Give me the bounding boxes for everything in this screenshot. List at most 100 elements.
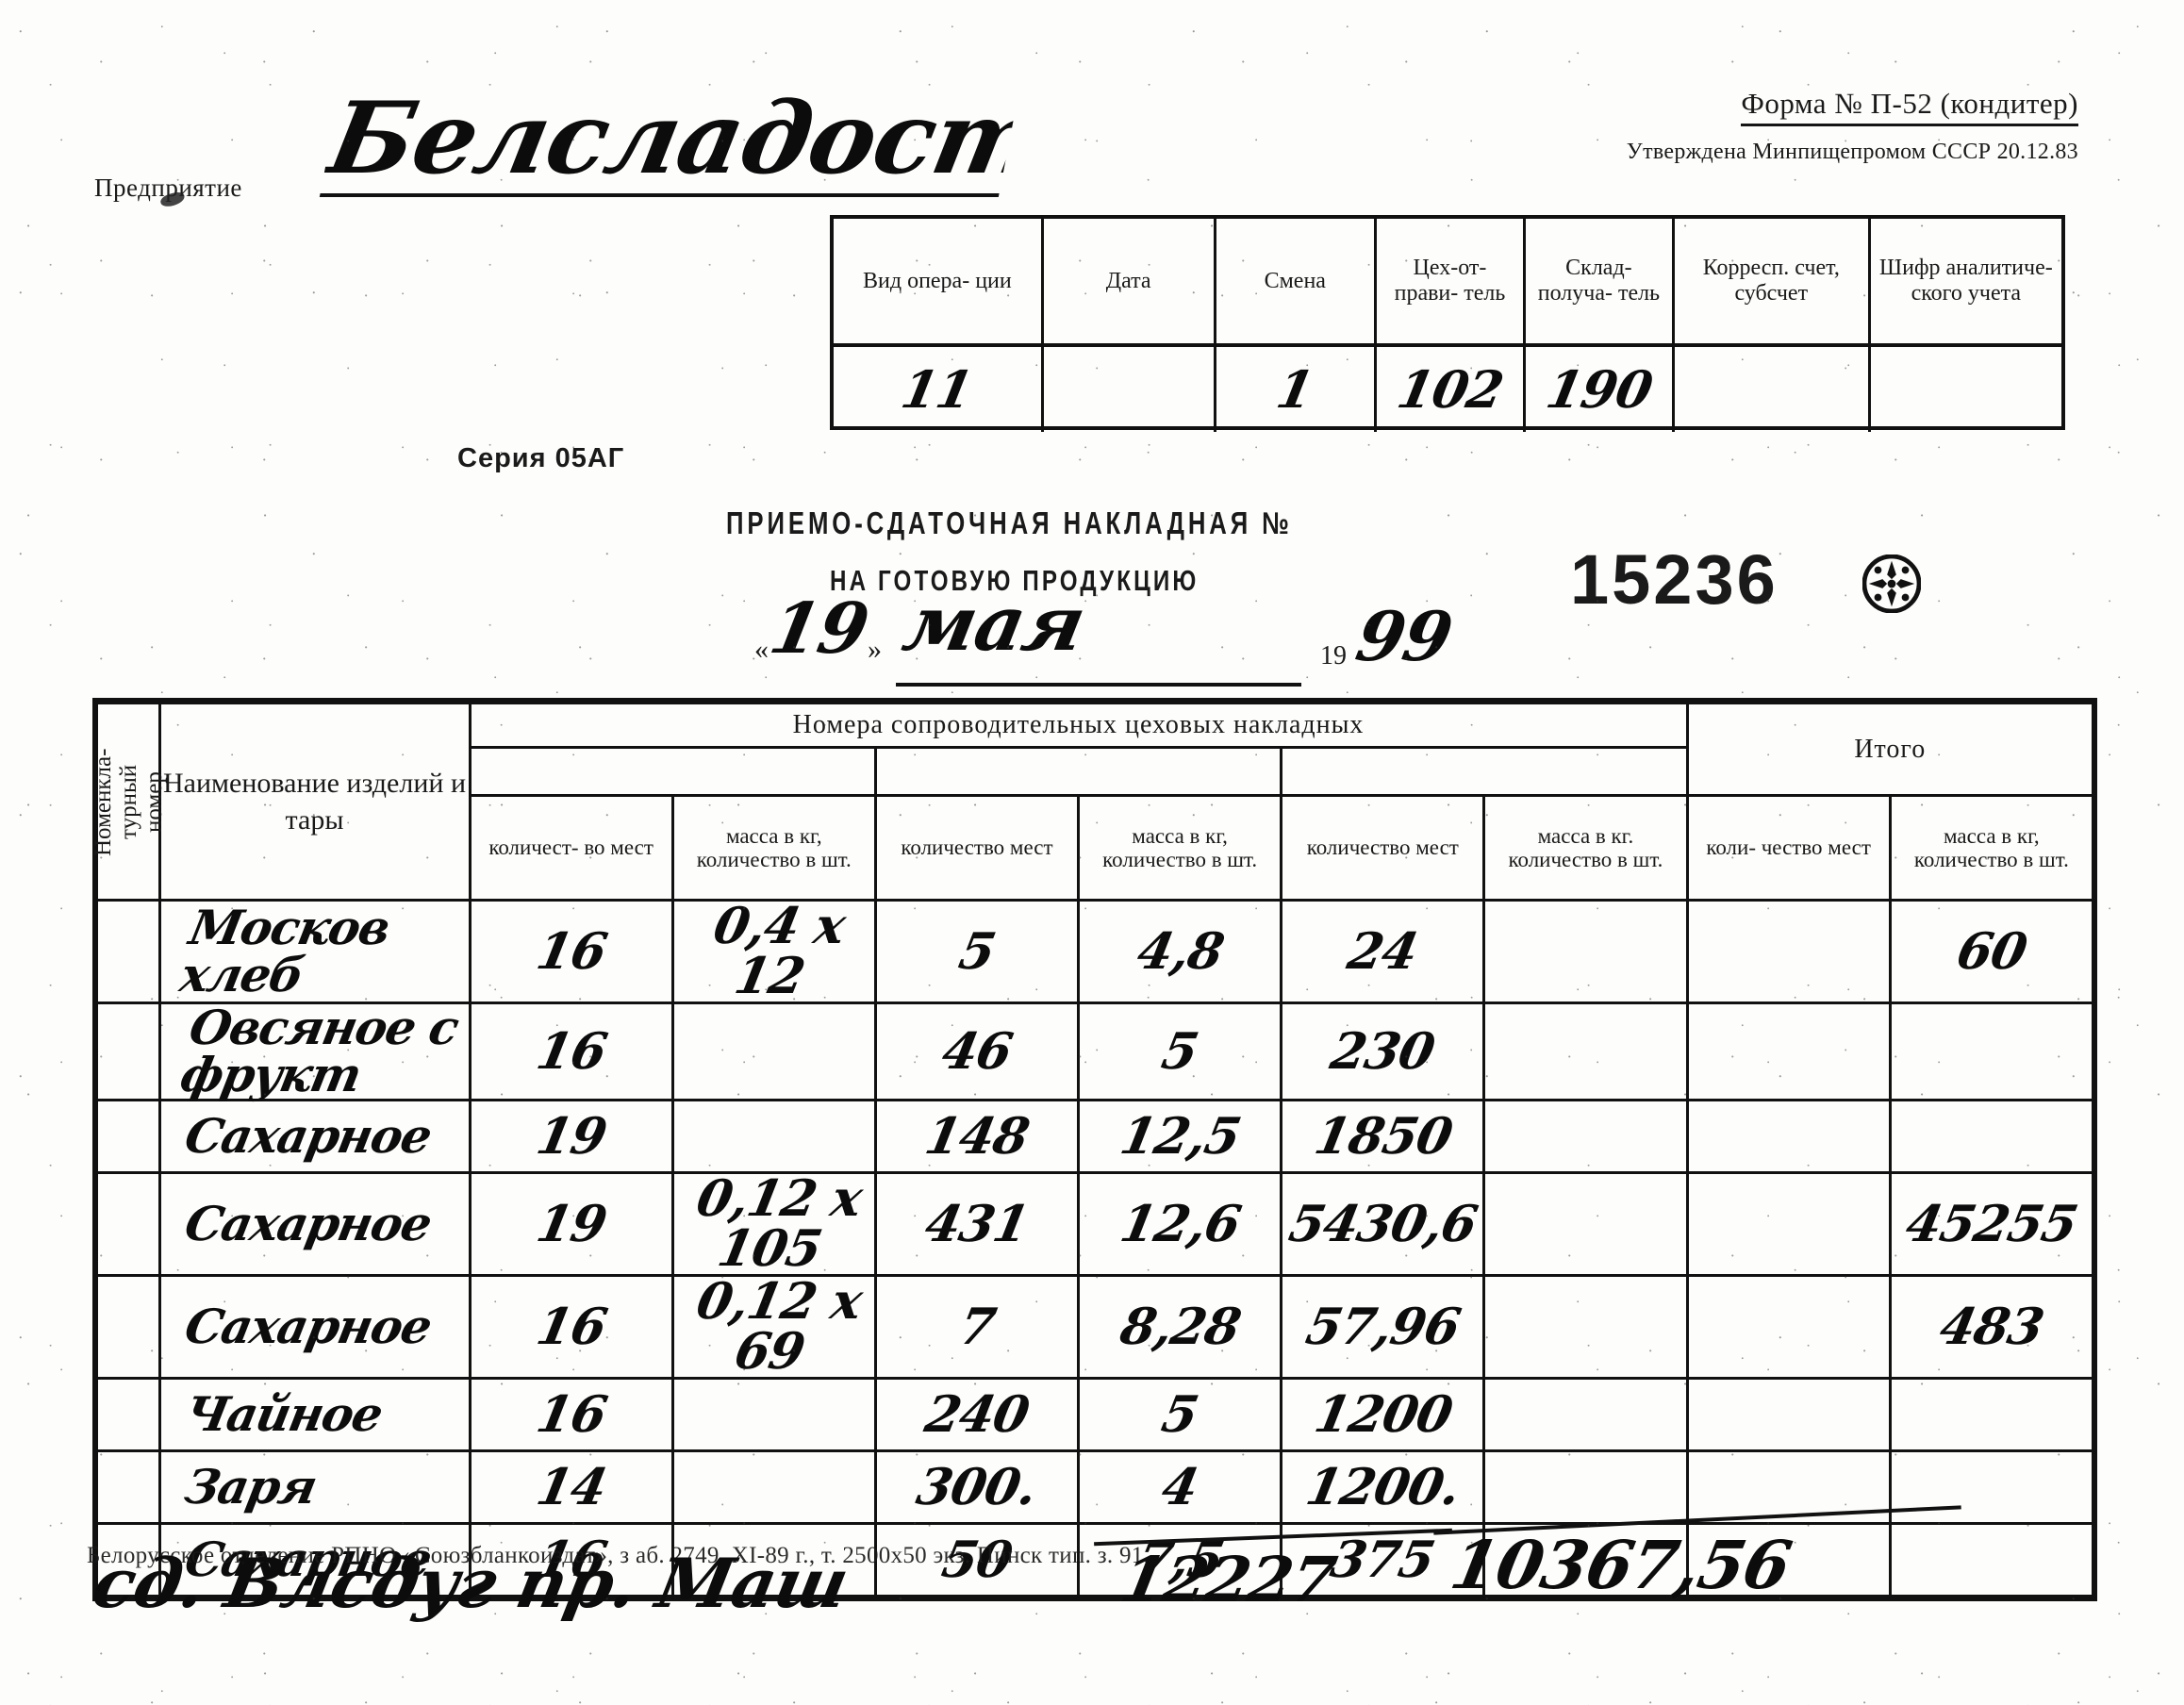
document-number: 15236 [1570,540,1779,619]
cell-total-mass [1888,1449,2095,1525]
op-header-cell: Цех-от- прави- тель [1375,219,1526,347]
cell-mass-2b-value: 230 [1326,1021,1440,1081]
cell-count-1-value: 19 [531,1106,611,1166]
cell-total-mass-value: 483 [1935,1297,2048,1356]
table-row: Чайное 16 240 5 1200 [95,1377,2095,1452]
cell-count-3 [1482,899,1689,1004]
cell-count-1: 16 [468,1377,674,1452]
cell-count-1: 19 [468,1171,674,1277]
op-value-cell-date [1042,345,1216,432]
cell-mass-2b-value: 5430,6 [1283,1194,1481,1253]
col-header-name: Наименование изделий и тары [157,702,472,902]
cell-mass-1: 0,12 х 69 [670,1272,877,1381]
date-quote-close: » [868,634,882,665]
cell-nomenclature [95,1171,161,1277]
cell-name: Сахарное [157,1274,472,1380]
cell-count-2-value: 431 [920,1194,1034,1253]
cell-mass-2b: 24 [1280,899,1486,1004]
cell-name-value: Москов хлеб [175,900,394,1002]
cell-nomenclature [95,1377,161,1452]
cell-mass-2b-value: 57,96 [1300,1297,1464,1356]
cell-mass-1: 0,12 х 105 [670,1169,877,1278]
cell-count-2-value: 46 [937,1021,1017,1081]
col-invoice-slot-3 [1280,746,1689,797]
cell-name: Сахарное [157,1099,472,1174]
cell-count-1-value: 16 [531,1384,611,1444]
col-header-total-mass: масса в кг, количество в шт. [1888,794,2095,902]
cell-count-1-value: 14 [531,1457,611,1516]
footer-total-middle-text: 12227 [1115,1543,1342,1616]
cell-count-3 [1482,1377,1689,1452]
cell-mass-2-value: 8,28 [1115,1297,1245,1356]
cell-mass-1 [670,1377,877,1452]
op-value-operation: 11 [897,359,978,420]
footer-total-right: 10367,56 [1445,1526,1796,1604]
cell-count-2: 300. [873,1449,1081,1525]
cell-count-2-value: 5 [954,921,1001,981]
op-header-cell: Вид опера- ции [834,219,1044,347]
cell-count-3 [1482,1001,1689,1101]
cell-name-value: Сахарное [179,1299,436,1354]
op-value-sender: 102 [1392,359,1508,420]
col-group-invoices: Номера сопроводительных цеховых накладны… [468,702,1689,749]
table-row: Сахарное 16 0,12 х 69 7 8,28 57,96 483 [95,1272,2095,1381]
op-value-shift: 1 [1271,359,1318,420]
cell-count-2-value: 148 [920,1106,1034,1166]
cell-name: Москов хлеб [157,899,472,1004]
cell-mass-1-value: 0,12 х 105 [691,1169,867,1278]
col-header-count-2: количество мест [873,794,1081,902]
op-value-cell-shift: 1 [1215,345,1377,432]
cell-mass-2-value: 4 [1157,1457,1203,1516]
cell-mass-2b-value: 1850 [1309,1106,1457,1166]
table-row: Сахарное 19 0,12 х 105 431 12,6 5430,6 45255 [95,1169,2095,1278]
cell-mass-2-value: 5 [1157,1021,1203,1081]
col-group-total: Итого [1685,702,2095,797]
cell-total-mass-value: 45255 [1901,1194,2082,1253]
date-month-rule [896,683,1301,687]
cell-name-value: Сахарное [179,1108,436,1164]
cell-mass-1 [670,1449,877,1525]
op-header-cell: Корресп. счет, субсчет [1673,219,1871,347]
cell-mass-2-value: 12,6 [1115,1194,1245,1253]
cell-count-2-value: 7 [954,1297,1001,1356]
col-header-count-1: количест- во мест [468,794,674,902]
op-header-cell: Смена [1215,219,1377,347]
table-row: Москов хлеб 16 0,4 х 12 5 4,8 24 60 [95,897,2095,1005]
cell-count-3 [1482,1274,1689,1380]
cell-count-2: 46 [873,1001,1081,1101]
col-header-count-3: количество мест [1280,794,1486,902]
cell-mass-2: 5 [1077,1001,1283,1101]
cell-count-1: 16 [468,1001,674,1101]
date-day: 19 [763,588,875,670]
series-label: Серия 05АГ [457,443,625,473]
date-line: « 19 » мая 19 99 [754,579,1471,687]
cell-count-1: 16 [468,1274,674,1380]
cell-mass-1-value: 0,12 х 69 [691,1272,867,1381]
document-title-line1-text: ПРИЕМО-СДАТОЧНАЯ НАКЛАДНАЯ № [726,505,1293,540]
date-month: мая [896,579,1092,668]
table-row: Заря 14 300. 4 1200. [95,1449,2095,1525]
cell-total-count [1685,1377,1892,1452]
op-value-cell-receiver: 190 [1524,345,1675,432]
cell-nomenclature [95,1099,161,1174]
cell-total-count [1685,1001,1892,1101]
cell-count-3 [1482,1099,1689,1174]
cell-mass-2b-value: 1200 [1309,1384,1457,1444]
cell-name: Чайное [157,1377,472,1452]
cell-count-1-value: 16 [531,921,611,981]
op-value-cell-sender: 102 [1375,345,1526,432]
op-value-cell-code [1869,345,2061,432]
cell-total-mass: 483 [1888,1274,2095,1380]
cell-name: Сахарное [157,1171,472,1277]
rosette-seal-icon [1862,555,1921,613]
cell-total-mass [1888,1377,2095,1452]
cell-total-count [1685,1099,1892,1174]
cell-mass-1: 0,4 х 12 [670,897,877,1005]
col-header-mass-1: масса в кг, количество в шт. [670,794,877,902]
cell-mass-1 [670,1001,877,1101]
cell-name-value: Заря [179,1459,321,1515]
cell-name: Заря [157,1449,472,1525]
cell-mass-2b: 230 [1280,1001,1486,1101]
cell-nomenclature [95,1449,161,1525]
cell-total-mass: 60 [1888,899,2095,1004]
